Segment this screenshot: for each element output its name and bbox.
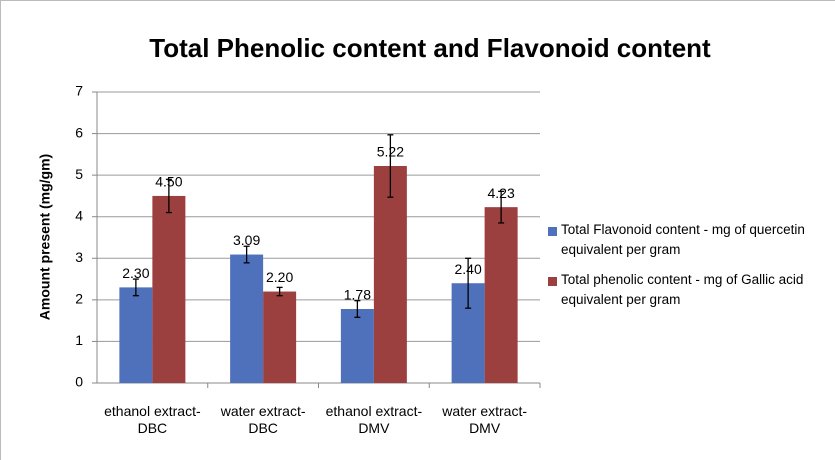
bar xyxy=(119,287,153,383)
legend-label-box: Total Flavonoid content - mg of querceti… xyxy=(561,222,805,257)
y-tick-label: 7 xyxy=(75,83,83,99)
y-tick-label: 1 xyxy=(75,332,83,348)
legend-swatch xyxy=(548,227,557,236)
bar xyxy=(230,254,264,383)
bar xyxy=(373,165,407,383)
legend-label-box: Total phenolic content - mg of Gallic ac… xyxy=(561,272,804,307)
bar xyxy=(340,309,374,383)
y-tick-label: 3 xyxy=(75,249,83,265)
error-bar xyxy=(165,178,172,214)
x-tick-label: ethanol extract- DBC xyxy=(104,403,201,436)
y-tick-label: 0 xyxy=(75,374,83,390)
error-bar xyxy=(465,257,472,309)
x-tick-label-box: water extract- DMV xyxy=(442,403,528,436)
legend-swatch xyxy=(548,277,557,286)
error-bar xyxy=(276,286,283,297)
error-bar xyxy=(132,278,139,297)
x-tick-label: ethanol extract- DMV xyxy=(325,403,423,436)
data-label: 4.23 xyxy=(488,185,515,201)
chart-title: Total Phenolic content and Flavonoid con… xyxy=(149,33,711,63)
legend-label: Total Flavonoid content - mg of querceti… xyxy=(561,222,805,257)
error-bar xyxy=(243,245,250,264)
data-label: 2.40 xyxy=(455,261,482,277)
data-label: 2.30 xyxy=(122,265,149,281)
y-tick-label: 4 xyxy=(75,207,83,223)
data-label: 5.22 xyxy=(377,144,404,160)
error-bar xyxy=(354,300,361,318)
bar xyxy=(263,291,297,383)
y-tick-label: 6 xyxy=(75,124,83,140)
data-label: 1.78 xyxy=(344,287,371,303)
bar xyxy=(152,195,186,383)
data-label: 2.20 xyxy=(266,269,293,285)
bar xyxy=(484,207,518,383)
error-bar xyxy=(498,190,505,224)
x-tick-label-box: water extract- DBC xyxy=(220,403,306,436)
data-label: 4.50 xyxy=(155,174,182,190)
x-tick-label: water extract- DBC xyxy=(220,403,306,436)
error-bar xyxy=(387,134,394,198)
legend-label: Total phenolic content - mg of Gallic ac… xyxy=(561,272,804,307)
y-axis-label: Amount present (mg/gm) xyxy=(37,154,53,320)
x-tick-label-box: ethanol extract- DBC xyxy=(104,403,201,436)
x-tick-label: water extract- DMV xyxy=(442,403,528,436)
y-tick-label: 5 xyxy=(75,166,83,182)
y-tick-label: 2 xyxy=(75,291,83,307)
data-label: 3.09 xyxy=(233,232,260,248)
x-tick-label-box: ethanol extract- DMV xyxy=(325,403,423,436)
